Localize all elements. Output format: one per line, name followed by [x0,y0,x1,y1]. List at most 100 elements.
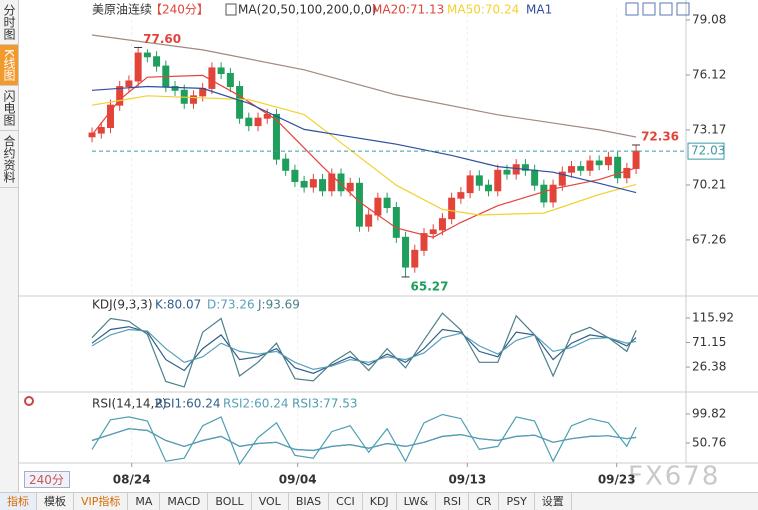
series-line [91,34,637,138]
candle-body [558,171,566,186]
candle-body [494,169,502,192]
toolbar-item[interactable]: CR [469,493,500,510]
chart: 美原油连续 【240分】 MA(20,50,100,200,0,0) KDJ(9… [18,0,758,492]
candle-body [577,166,585,171]
candle-body [125,80,133,88]
interval-dropdown[interactable]: 240分 [24,471,70,488]
toolbar-item[interactable]: VOL [252,493,289,510]
candle-body [337,173,345,192]
y-tick-label: 115.92 [692,311,734,325]
candle-body [531,169,539,186]
toolbar-item[interactable]: BOLL [208,493,252,510]
series-line [91,85,637,194]
candle-body [503,169,511,175]
candle-body [485,184,493,192]
candle-body [521,164,529,171]
toolbar-item[interactable]: 指标 [0,493,37,510]
candle-body [632,150,640,169]
y-tick-label: 79.08 [692,12,726,26]
legend-entry: RSI1:60.24 [155,397,221,411]
y-tick-label: 71.15 [692,335,726,349]
tab[interactable]: 合约资料 [0,131,18,188]
indicator-icon[interactable] [225,3,237,16]
toolbar-item[interactable]: PSY [499,493,535,510]
icon-button[interactable] [625,2,639,16]
x-tick-label: 09/23 [598,473,636,487]
icon-button[interactable] [659,2,673,16]
candle-body [97,126,105,134]
annotation: 77.60 [143,32,181,46]
candle-body [355,182,363,227]
legend-entry: MA1 [526,3,552,17]
annotation: 72.36 [641,129,679,143]
candle-body [300,180,308,188]
toolbar-item[interactable]: MACD [160,493,209,510]
candle-body [623,167,631,179]
series-line [91,95,637,216]
candle-body [217,67,225,75]
candle-body [365,214,373,227]
tab[interactable]: 闪电图 [0,86,18,131]
series-line [91,328,637,371]
last-price-label: 72.03 [691,144,725,158]
legend-entry: D:73.26 [207,298,255,312]
candle-body [614,156,622,179]
y-tick-label: 50.76 [692,436,726,450]
candle-body [411,249,419,268]
toolbar-item[interactable]: 模板 [37,493,74,510]
x-tick-label: 09/13 [448,473,486,487]
series-line [91,312,637,388]
candle-body [586,160,594,171]
rsi-title: RSI(14,14,2) [92,397,167,411]
gear[interactable] [24,396,34,406]
candle-body [346,182,354,192]
candle-body [540,184,548,203]
x-tick-label: 09/04 [279,473,317,487]
tab[interactable]: 分时图 [0,0,18,45]
icon-button[interactable] [642,2,656,16]
candle-body [171,86,179,91]
watermark: FX678 [628,462,720,492]
legend-entry: RSI3:77.53 [292,397,358,411]
y-tick-label: 67.26 [692,232,726,246]
candle-body [309,179,317,188]
toolbar-item[interactable]: CCI [329,493,363,510]
candle-body [475,175,483,186]
toolbar: 指标 模板 VIP指标 MA MACD BOLL VOL BIAS CCI KDJ LW& RSI CR… [0,492,758,510]
series-line [91,326,637,374]
candle-body [392,207,400,238]
candle-body [88,132,96,138]
chart-title: 美原油连续 [92,2,152,17]
series-line [91,74,637,238]
candle-body [226,73,234,88]
legend-entry: MA20:71.13 [372,3,444,17]
toolbar-item[interactable]: RSI [436,493,470,510]
sidebar: 分时图 K线图 闪电图 合约资料 [0,0,19,492]
candle-body [595,160,603,166]
legend-entry: K:80.07 [155,298,201,312]
candle-body [438,218,446,231]
candle-body [134,52,142,82]
candle-body [457,192,465,199]
candle-body [512,164,520,175]
icon-button[interactable] [676,2,690,16]
toolbar-item[interactable]: VIP指标 [74,493,129,510]
toolbar-icons [625,2,690,16]
toolbar-item[interactable]: KDJ [363,493,397,510]
settings-icon[interactable] [24,396,34,406]
candle-body [236,86,244,119]
candle-body [153,56,161,67]
kdj-title: KDJ(9,3,3) [92,298,153,312]
toolbar-item[interactable]: 设置 [535,493,572,510]
tab[interactable]: K线图 [0,45,18,86]
toolbar-item[interactable]: LW& [397,493,437,510]
candle-body [448,197,456,220]
toolbar-item[interactable]: BIAS [289,493,330,510]
candle-body [383,197,391,209]
candle-body [429,229,437,235]
candle-body [568,166,576,173]
candle-body [282,158,290,171]
legend-entry: J:93.69 [257,298,300,312]
toolbar-item[interactable]: MA [128,493,161,510]
candle-body [402,236,410,268]
